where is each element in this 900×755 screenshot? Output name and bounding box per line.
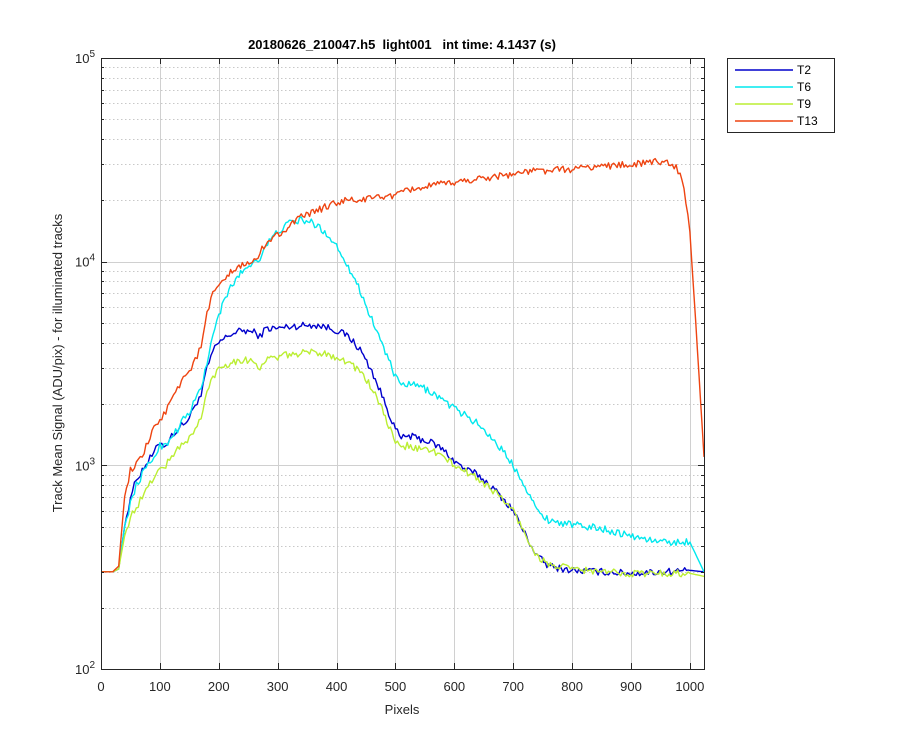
series-line-t9 (101, 348, 704, 578)
legend-box (727, 58, 835, 133)
x-tick-label: 0 (97, 679, 104, 694)
x-tick-label: 100 (149, 679, 171, 694)
x-tick-label: 600 (443, 679, 465, 694)
series-line-t6 (101, 216, 704, 573)
x-tick-label: 200 (208, 679, 230, 694)
legend-label-t9: T9 (797, 97, 811, 111)
series-layer (101, 157, 704, 578)
x-tick-label: 800 (561, 679, 583, 694)
x-tick-label: 500 (385, 679, 407, 694)
series-line-t13 (101, 157, 704, 573)
x-axis-label: Pixels (385, 702, 420, 717)
plot-area (101, 58, 704, 669)
x-tick-label: 700 (502, 679, 524, 694)
chart-title: 20180626_210047.h5 light001 int time: 4.… (248, 37, 556, 52)
y-tick-label: 104 (75, 253, 95, 270)
y-tick-label: 103 (75, 456, 95, 473)
legend-label-t2: T2 (797, 63, 811, 77)
y-tick-label: 105 (75, 49, 95, 66)
legend: T2 T6 T9 T13 (727, 58, 835, 133)
y-tick-label: 102 (75, 660, 95, 677)
ticks (101, 58, 704, 670)
x-tick-labels: 0 100 200 300 400 500 600 700 800 900 1000 (97, 679, 704, 694)
grid (101, 58, 704, 669)
y-axis-label: Track Mean Signal (ADU/pix) - for illumi… (50, 213, 65, 512)
legend-label-t6: T6 (797, 80, 811, 94)
series-line-t2 (101, 321, 704, 577)
axes-frame (101, 58, 705, 670)
x-tick-label: 1000 (675, 679, 704, 694)
x-tick-label: 400 (326, 679, 348, 694)
x-tick-label: 900 (620, 679, 642, 694)
x-tick-label: 300 (267, 679, 289, 694)
legend-label-t13: T13 (797, 114, 818, 128)
y-tick-labels: 102 103 104 105 (75, 49, 95, 677)
